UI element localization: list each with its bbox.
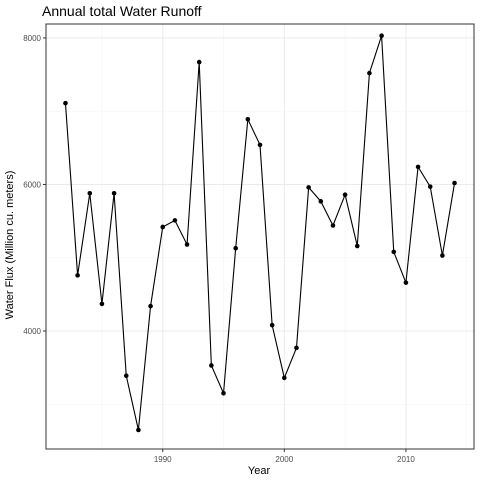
panel-border [45, 23, 475, 450]
y-tick-label: 6000 [23, 180, 41, 189]
data-point [111, 190, 117, 196]
data-point [354, 243, 360, 249]
data-point [367, 70, 372, 76]
x-axis: 1990 2000 2010 [154, 449, 415, 464]
data-point [148, 303, 153, 309]
y-tick-label: 8000 [23, 34, 41, 43]
x-tick-label: 2010 [397, 455, 415, 464]
data-point [136, 427, 141, 433]
data-point [306, 185, 311, 190]
chart-title: Annual total Water Runoff [42, 3, 202, 19]
data-point [391, 249, 397, 255]
data-point [172, 218, 178, 223]
data-point [257, 142, 263, 148]
data-point [184, 242, 190, 247]
data-point [99, 301, 105, 307]
data-point [427, 184, 433, 189]
data-point [452, 180, 457, 186]
data-point [75, 273, 80, 278]
data-point [440, 253, 445, 258]
minor-grid [46, 24, 474, 449]
data-point [123, 373, 129, 379]
panel-background [46, 24, 474, 449]
data-point [379, 33, 384, 39]
data-point [415, 164, 421, 170]
data-point [318, 199, 324, 204]
x-tick-label: 1990 [154, 455, 172, 464]
data-point [196, 59, 202, 65]
data-point [233, 245, 238, 251]
data-point [87, 190, 93, 196]
data-point [330, 223, 336, 228]
data-point [245, 116, 251, 122]
plot-panel [45, 23, 475, 450]
data-point [403, 280, 409, 285]
y-axis-label: Water Flux (Million cu. meters) [4, 171, 16, 320]
data-point [209, 363, 214, 368]
data-point [221, 391, 226, 396]
x-axis-label: Year [248, 465, 271, 477]
data-point [160, 224, 166, 230]
data-point [63, 100, 68, 106]
data-point [282, 375, 287, 381]
data-points [63, 33, 457, 433]
y-tick-label: 4000 [23, 327, 41, 336]
data-point [342, 192, 348, 198]
x-tick-label: 2000 [275, 455, 293, 464]
data-point [294, 345, 299, 351]
y-axis: 4000 6000 8000 [23, 34, 46, 336]
data-point [269, 322, 275, 328]
